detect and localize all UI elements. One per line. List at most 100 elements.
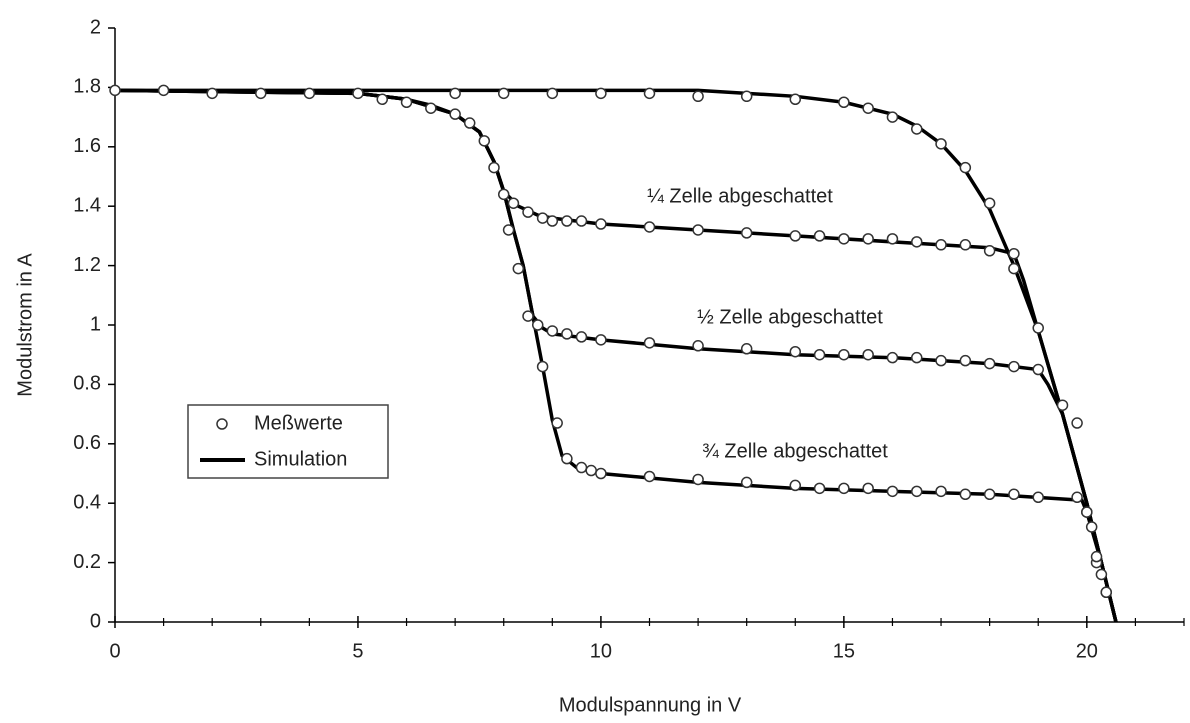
measured-point [561,215,573,227]
x-tick-label: 5 [352,640,363,662]
x-tick-label: 10 [590,640,612,662]
measured-point [595,467,607,480]
measured-point [502,224,515,236]
measured-point [838,348,850,361]
measured-point [983,357,996,370]
measured-point [886,111,899,123]
measured-point [157,84,170,97]
measured-point [595,87,607,100]
measured-point [911,351,923,364]
measured-point [478,135,491,147]
measured-point [692,224,704,236]
measured-point [522,206,534,218]
measured-point [1032,491,1044,504]
x-tick-label: 15 [833,640,855,662]
legend-marker [216,418,228,430]
x-axis-label: Modulspannung in V [559,694,742,716]
measured-point [643,470,656,483]
measured-point [789,345,802,358]
measured-point [935,354,947,367]
measured-point [1008,247,1020,260]
x-tick-label: 20 [1076,640,1098,662]
y-axis-label: Modulstrom in A [14,253,36,397]
measured-point [911,485,923,498]
measured-point [983,245,996,257]
measured-point [425,102,437,114]
measured-point [813,348,826,361]
measured-point [813,230,826,242]
measured-point [255,87,267,100]
measured-point [1032,322,1044,334]
legend-label: Meßwerte [254,412,343,434]
measured-point [959,239,972,251]
measured-point [561,452,573,465]
measured-point [692,340,704,352]
measured-point [352,87,364,100]
measured-point [546,215,559,227]
measured-point [1056,399,1069,411]
measured-point [1032,363,1044,376]
measured-point [838,96,850,108]
measured-point [862,102,874,114]
y-tick-label: 0 [90,610,101,632]
measured-point [546,87,559,100]
measured-point [400,96,413,108]
measured-point [886,233,899,245]
measured-point [886,485,899,498]
measured-point [740,343,753,355]
measured-point [536,212,549,224]
measured-point [449,108,461,120]
measured-point [595,218,607,230]
y-tick-label: 0.6 [73,432,101,454]
annotation: ¾ Zelle abgeschattet [702,440,888,462]
measured-point [531,319,544,331]
measured-point [983,488,996,501]
measured-point [643,337,656,349]
measured-point [740,227,753,239]
measured-point [740,90,753,103]
measured-point [886,351,899,364]
measured-point [595,334,607,346]
measured-point [692,473,704,486]
measured-point [1085,521,1098,533]
measured-point [1081,506,1093,518]
measured-point [1095,568,1108,581]
measured-point [303,87,316,100]
legend-box [187,404,389,479]
y-tick-label: 0.2 [73,551,101,573]
y-tick-label: 1 [90,313,101,335]
y-tick-label: 0.8 [73,373,101,395]
measured-point [959,161,972,174]
measured-point [585,464,597,477]
measured-point [959,488,972,501]
measured-point [376,93,388,106]
y-tick-label: 2 [90,16,101,38]
measured-point [911,123,923,135]
y-tick-label: 0.4 [73,491,101,513]
measured-point [488,161,500,174]
x-tick-label: 0 [109,640,120,662]
measured-point [536,360,549,373]
measured-point [1071,417,1083,429]
measured-point [935,485,947,498]
measured-point [838,482,850,495]
measured-point [789,93,802,106]
measured-point [813,482,826,495]
measured-point [522,310,534,322]
measured-point [862,233,874,245]
measured-point [109,84,121,97]
y-tick-label: 1.2 [73,254,101,276]
measured-point [643,87,656,100]
y-tick-label: 1.4 [73,194,101,216]
measured-point [497,188,510,201]
measured-point [1008,360,1020,373]
measured-point [740,476,753,489]
measured-point [546,325,559,337]
legend-label: Simulation [254,448,347,470]
measured-point [497,87,510,100]
measured-point [575,331,588,343]
measured-point [561,328,573,340]
measured-point [507,197,520,209]
measured-point [789,230,802,242]
